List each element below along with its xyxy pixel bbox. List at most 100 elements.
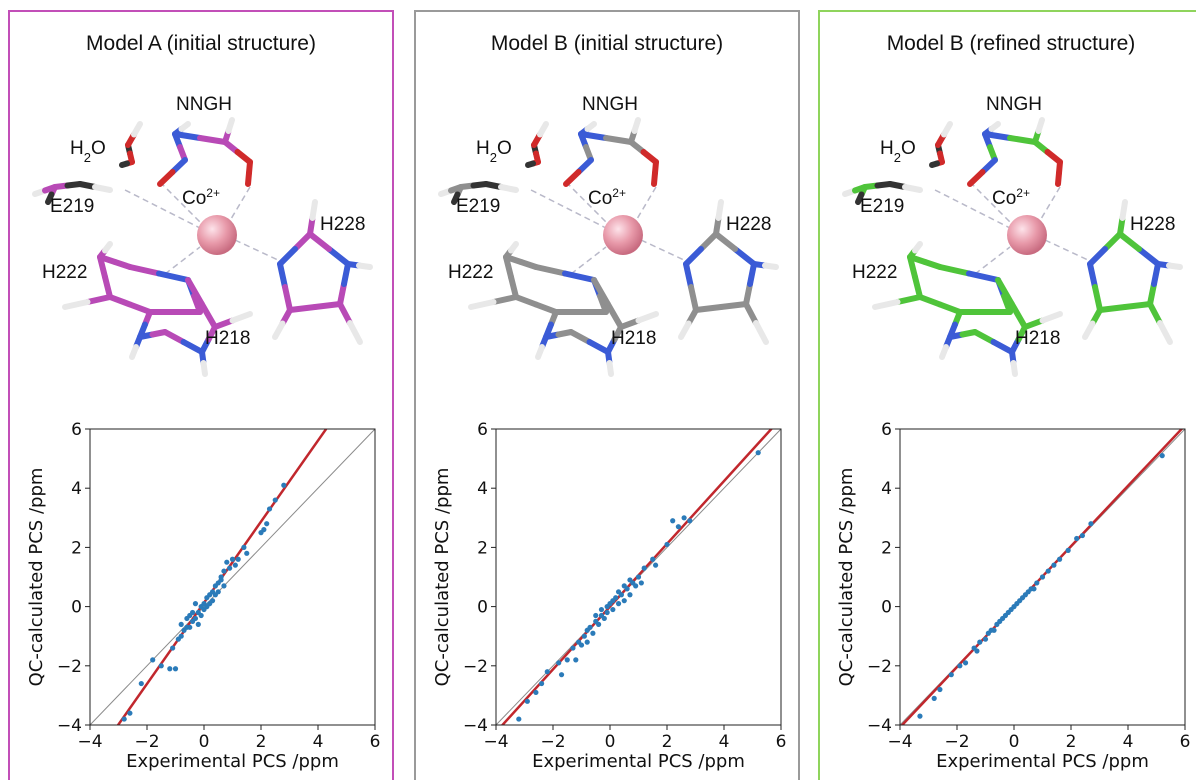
h218-bond	[618, 317, 642, 330]
x-tick-label: −2	[134, 732, 159, 752]
ligand-bond	[225, 117, 235, 134]
y-tick-label: 2	[71, 538, 82, 558]
h228-label: H228	[726, 214, 771, 235]
h218-bond	[1008, 300, 1028, 330]
data-point	[650, 556, 656, 562]
data-point	[158, 663, 164, 669]
h218-bond	[604, 300, 624, 330]
h228-bond	[1097, 304, 1128, 313]
h218-bond	[535, 344, 545, 360]
water-bond	[537, 121, 549, 138]
data-point	[138, 680, 144, 687]
h222-bond	[84, 294, 113, 305]
coordination-bond	[633, 186, 657, 225]
coordination-bond	[934, 189, 1011, 229]
y-tick-label: −2	[463, 657, 488, 677]
ligand-bond	[178, 121, 191, 132]
panel-3: Model B (refined structure) NNGH H2O Co2+ E2…	[818, 10, 1196, 780]
h228-bond	[762, 262, 779, 270]
water-label: H2O	[880, 138, 916, 165]
h218-bond	[995, 277, 1015, 307]
water-bond	[131, 121, 143, 138]
data-point	[937, 686, 943, 693]
data-point	[556, 660, 562, 666]
ligand-label: NNGH	[582, 94, 638, 115]
h218-bond	[229, 311, 253, 324]
data-point	[558, 672, 565, 678]
h222-bond	[917, 294, 943, 308]
coordination-bond	[234, 239, 279, 261]
h228-bond	[688, 284, 699, 313]
data-point	[167, 666, 173, 672]
h228-bond	[683, 246, 704, 267]
panel-1: Model A (initial structure) NNGH H2O Co2+ E2…	[8, 10, 394, 780]
h222-bond	[127, 264, 162, 277]
ligand-bond	[1007, 135, 1038, 145]
e219-bond	[498, 184, 519, 193]
data-point	[232, 562, 238, 568]
h222-bond	[872, 299, 901, 310]
data-point	[977, 639, 983, 645]
y-tick-label: 6	[881, 420, 892, 440]
h222-bond	[102, 241, 113, 254]
data-point	[127, 710, 133, 716]
metal-label: Co2+	[992, 186, 1030, 209]
h222-bond	[102, 274, 113, 300]
data-point	[613, 595, 619, 601]
data-point	[755, 450, 761, 456]
coordination-bond	[565, 181, 612, 228]
data-point	[962, 660, 969, 666]
data-point	[227, 565, 233, 571]
h222-bond	[490, 294, 519, 305]
pcs-scatter-plot: −4 −2 0 2 4 6 −4 −2 0 2 4 6 Experimental PCS /ppm QC-…	[836, 420, 1190, 772]
data-point	[1074, 535, 1080, 542]
h228-bond	[693, 304, 724, 313]
identity-line	[90, 429, 375, 725]
plot-frame	[899, 428, 1186, 726]
h218-bond	[972, 329, 997, 345]
h228-bond	[678, 320, 692, 340]
y-tick-label: −4	[57, 716, 82, 736]
ligand-bond	[197, 135, 228, 145]
data-point	[957, 663, 963, 669]
data-point	[573, 657, 579, 663]
h228-bond	[347, 320, 363, 345]
h228-bond	[309, 199, 318, 221]
h218-label: H218	[205, 328, 250, 349]
ligand-bond	[172, 131, 203, 141]
h228-bond	[1082, 320, 1096, 340]
data-point	[948, 672, 954, 678]
h222-bond	[894, 294, 923, 305]
x-tick-label: −2	[540, 732, 565, 752]
data-point	[1079, 532, 1085, 539]
data-point	[1159, 453, 1165, 459]
cobalt-ion-sphere	[1007, 215, 1047, 255]
ligand-bond	[578, 131, 609, 141]
h222-label: H222	[852, 262, 897, 283]
water-bond	[941, 121, 953, 138]
x-tick-label: 4	[313, 732, 324, 752]
data-point	[272, 497, 278, 503]
e219-bond	[45, 191, 55, 205]
x-tick-label: 2	[662, 732, 673, 752]
y-tick-label: 6	[71, 420, 82, 440]
data-point	[641, 565, 647, 571]
data-point	[266, 506, 273, 512]
data-point	[991, 627, 997, 633]
data-point	[1039, 574, 1046, 580]
h218-bond	[591, 277, 611, 307]
data-point	[590, 630, 596, 636]
data-point	[584, 639, 590, 645]
x-tick-label: 4	[719, 732, 730, 752]
ligand-bond	[967, 169, 986, 187]
h222-bond	[912, 241, 923, 254]
h228-bond	[292, 231, 313, 252]
h218-bond	[185, 277, 205, 307]
data-point	[244, 550, 250, 556]
ligand-label: NNGH	[176, 94, 232, 115]
h218-bond	[990, 339, 1015, 355]
data-point	[172, 666, 179, 672]
x-tick-label: 0	[199, 732, 210, 752]
data-point	[621, 598, 627, 604]
data-point	[633, 583, 639, 589]
